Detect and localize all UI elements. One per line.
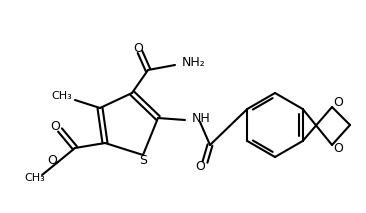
Text: CH₃: CH₃ <box>25 173 45 183</box>
Text: O: O <box>195 161 205 174</box>
Text: O: O <box>333 96 343 109</box>
Text: NH: NH <box>192 111 211 125</box>
Text: S: S <box>139 154 147 167</box>
Text: CH₃: CH₃ <box>51 91 72 101</box>
Text: O: O <box>47 154 57 167</box>
Text: O: O <box>133 42 143 55</box>
Text: NH₂: NH₂ <box>182 56 206 69</box>
Text: O: O <box>50 119 60 132</box>
Text: O: O <box>333 141 343 154</box>
